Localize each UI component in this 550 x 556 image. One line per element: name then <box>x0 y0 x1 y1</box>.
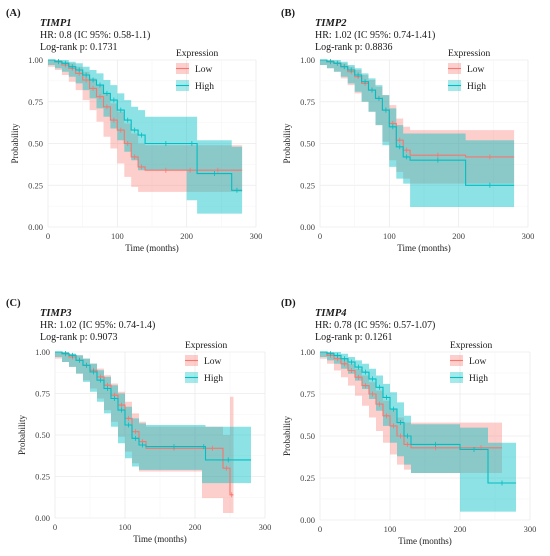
plot-grid <box>319 351 531 521</box>
x-tick-label: 300 <box>522 231 535 241</box>
y-tick-label: 0.25 <box>300 473 315 483</box>
y-tick-label: 0.75 <box>300 97 315 107</box>
x-tick-label: 200 <box>454 524 467 534</box>
legend-title: Expression <box>176 49 218 59</box>
hazard-ratio-text: HR: 0.78 (IC 95%: 0.57-1.07) <box>315 320 435 331</box>
survival-curve-high <box>48 59 243 191</box>
legend-label-high: High <box>467 82 486 92</box>
x-tick-label: 300 <box>259 522 272 532</box>
survival-curve-high <box>55 351 251 461</box>
legend-label-low: Low <box>467 65 485 75</box>
legend-label-high: High <box>195 82 214 92</box>
legend: Expression Low High <box>176 49 218 92</box>
x-axis-title: Time (months) <box>397 243 450 253</box>
logrank-text: Log-rank p: 0.1731 <box>40 42 118 53</box>
panel-label: (D) <box>281 298 296 309</box>
legend-label-low: Low <box>469 357 487 367</box>
y-axis-title: Probability <box>10 123 20 163</box>
legend-label-low: Low <box>195 65 213 75</box>
survival-curve-high <box>320 351 516 484</box>
y-tick-label: 0.00 <box>28 222 43 232</box>
plot-grid <box>47 59 257 228</box>
survival-curve-low <box>320 351 502 449</box>
legend-title: Expression <box>450 341 492 351</box>
x-tick-label: 0 <box>318 231 322 241</box>
y-tick-label: 0.75 <box>28 97 43 107</box>
logrank-text: Log-rank p: 0.8836 <box>315 42 393 53</box>
y-tick-label: 0.00 <box>35 513 50 523</box>
y-tick-label: 0.25 <box>300 180 315 190</box>
y-tick-label: 0.50 <box>300 431 315 441</box>
y-tick-label: 0.25 <box>28 180 43 190</box>
y-tick-label: 0.75 <box>35 389 50 399</box>
ci-band-low <box>320 352 502 473</box>
x-tick-label: 100 <box>384 524 397 534</box>
x-tick-label: 300 <box>524 524 537 534</box>
x-tick-label: 0 <box>318 524 322 534</box>
gene-name: TIMP4 <box>315 308 347 319</box>
legend-title: Expression <box>185 341 227 351</box>
x-tick-label: 100 <box>119 522 132 532</box>
x-tick-label: 100 <box>111 231 124 241</box>
gene-name: TIMP1 <box>40 18 72 29</box>
panel-label: (B) <box>281 8 296 19</box>
y-axis-title: Probability <box>282 416 292 456</box>
y-tick-label: 0.50 <box>35 430 50 440</box>
x-tick-label: 0 <box>53 522 57 532</box>
y-tick-label: 1.00 <box>300 347 315 357</box>
ci-band-high <box>55 352 251 484</box>
x-tick-label: 0 <box>46 231 50 241</box>
y-axis-title: Probability <box>282 123 292 163</box>
legend-label-high: High <box>469 374 488 384</box>
y-tick-label: 0.00 <box>300 222 315 232</box>
x-tick-label: 200 <box>189 522 202 532</box>
x-axis-title: Time (months) <box>398 536 451 546</box>
ci-band-low <box>55 352 234 513</box>
legend: Expression Low High <box>185 341 227 384</box>
panel-label: (C) <box>6 298 21 309</box>
hazard-ratio-text: HR: 1.02 (IC 95%: 0.74-1.4) <box>40 320 155 331</box>
logrank-text: Log-rank p: 0.9073 <box>40 332 118 343</box>
legend: Expression Low High <box>448 49 490 92</box>
legend-label-high: High <box>204 374 223 384</box>
y-tick-label: 0.25 <box>35 472 50 482</box>
hazard-ratio-text: HR: 0.8 (IC 95%: 0.58-1.1) <box>40 30 150 41</box>
gene-name: TIMP3 <box>40 308 72 319</box>
x-axis-title: Time (months) <box>133 534 186 544</box>
y-tick-label: 1.00 <box>28 55 43 65</box>
x-tick-label: 200 <box>452 231 465 241</box>
legend-title: Expression <box>448 49 490 59</box>
y-tick-label: 1.00 <box>35 347 50 357</box>
x-tick-label: 300 <box>250 231 263 241</box>
hazard-ratio-text: HR: 1.02 (IC 95%: 0.74-1.41) <box>315 30 435 41</box>
legend-label-low: Low <box>204 357 222 367</box>
y-tick-label: 0.00 <box>300 515 315 525</box>
logrank-text: Log-rank p: 0.1261 <box>315 332 393 343</box>
y-tick-label: 0.75 <box>300 389 315 399</box>
plot-grid <box>54 351 266 519</box>
plot-grid <box>319 59 529 228</box>
legend: Expression Low High <box>450 341 492 384</box>
y-axis-title: Probability <box>17 415 27 455</box>
y-tick-label: 1.00 <box>300 55 315 65</box>
x-tick-label: 200 <box>180 231 193 241</box>
x-axis-title: Time (months) <box>125 243 178 253</box>
gene-name: TIMP2 <box>315 18 347 29</box>
y-tick-label: 0.50 <box>300 139 315 149</box>
y-tick-label: 0.50 <box>28 139 43 149</box>
x-tick-label: 100 <box>383 231 396 241</box>
ci-band-low <box>320 60 515 184</box>
panel-label: (A) <box>6 8 21 19</box>
